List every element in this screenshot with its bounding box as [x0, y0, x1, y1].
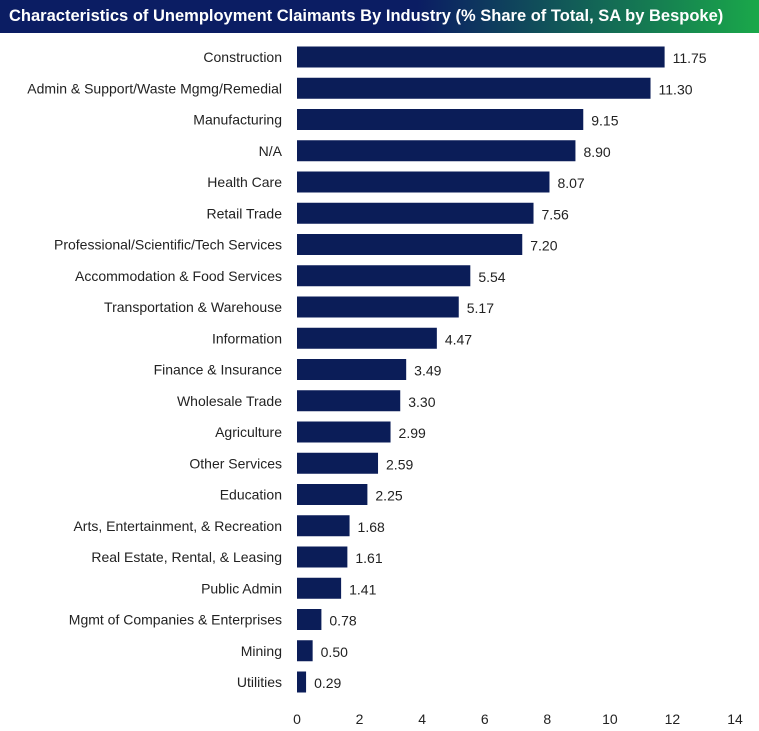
bar: [297, 515, 350, 537]
value-label: 0.50: [321, 644, 348, 660]
value-label: 11.30: [659, 81, 693, 97]
category-label: Public Admin: [201, 580, 282, 596]
category-label: Wholesale Trade: [177, 393, 282, 409]
value-label: 0.29: [314, 675, 341, 691]
bar: [297, 46, 665, 68]
category-label: Professional/Scientific/Tech Services: [54, 237, 282, 253]
value-label: 11.75: [673, 50, 707, 66]
x-tick-label: 0: [293, 711, 301, 727]
bar: [297, 484, 368, 505]
bar: [297, 140, 576, 162]
bar: [297, 671, 307, 693]
category-label: Mgmt of Companies & Enterprises: [69, 612, 282, 628]
category-label: Transportation & Warehouse: [104, 299, 282, 315]
bar: [297, 390, 401, 412]
value-label: 0.78: [329, 613, 356, 629]
value-label: 2.99: [399, 425, 426, 441]
value-label: 3.30: [408, 394, 435, 410]
bar: [297, 265, 471, 287]
category-label: N/A: [259, 143, 283, 159]
x-tick-label: 4: [418, 711, 426, 727]
value-label: 1.41: [349, 581, 376, 597]
value-label: 2.59: [386, 456, 413, 472]
value-label: 1.61: [355, 550, 382, 566]
category-label: Health Care: [207, 174, 282, 190]
category-label: Finance & Insurance: [154, 362, 283, 378]
category-label: Mining: [241, 643, 282, 659]
bar: [297, 109, 584, 130]
x-tick-label: 14: [727, 711, 743, 727]
chart-title: Characteristics of Unemployment Claimant…: [0, 0, 759, 33]
value-label: 5.17: [467, 300, 494, 316]
x-tick-label: 8: [543, 711, 551, 727]
bar: [297, 421, 391, 443]
x-tick-label: 6: [481, 711, 489, 727]
category-label: Construction: [203, 49, 282, 65]
bar: [297, 546, 348, 568]
bar: [297, 609, 322, 630]
value-label: 8.90: [583, 144, 610, 160]
value-labels: 11.75 11.30 9.15 8.90 8.07 7.56 7.20 5.54 5.17 4.…: [314, 50, 707, 691]
category-label: Information: [212, 330, 282, 346]
category-label: Education: [220, 487, 282, 503]
x-tick-label: 10: [602, 711, 618, 727]
bar: [297, 577, 342, 599]
category-label: Retail Trade: [207, 205, 283, 221]
x-axis-ticks: 0 2 4 6 8 10 12 14: [293, 711, 743, 727]
value-label: 2.25: [375, 488, 402, 504]
bars-group: [297, 46, 665, 693]
category-label: Real Estate, Rental, & Leasing: [91, 549, 282, 565]
value-label: 9.15: [591, 113, 618, 129]
bar: [297, 296, 459, 318]
category-label: Other Services: [189, 455, 282, 471]
value-label: 7.20: [530, 238, 557, 254]
category-label: Arts, Entertainment, & Recreation: [73, 518, 282, 534]
category-label: Utilities: [237, 674, 282, 690]
category-labels: Construction Admin & Support/Waste Mgmg/R…: [27, 49, 282, 690]
value-label: 5.54: [478, 269, 505, 285]
bar: [297, 640, 313, 662]
value-label: 8.07: [557, 175, 584, 191]
value-label: 1.68: [358, 519, 385, 535]
bar: [297, 327, 437, 349]
bar: [297, 77, 651, 99]
value-label: 3.49: [414, 363, 441, 379]
bar: [297, 202, 534, 224]
bar: [297, 452, 379, 474]
bar: [297, 359, 407, 380]
x-tick-label: 12: [665, 711, 681, 727]
category-label: Accommodation & Food Services: [75, 268, 282, 284]
bar: [297, 234, 523, 255]
category-label: Admin & Support/Waste Mgmg/Remedial: [27, 80, 282, 96]
value-label: 4.47: [445, 331, 472, 347]
category-label: Manufacturing: [193, 112, 282, 128]
category-label: Agriculture: [215, 424, 282, 440]
bar: [297, 171, 550, 193]
x-tick-label: 2: [356, 711, 364, 727]
value-label: 7.56: [542, 206, 569, 222]
